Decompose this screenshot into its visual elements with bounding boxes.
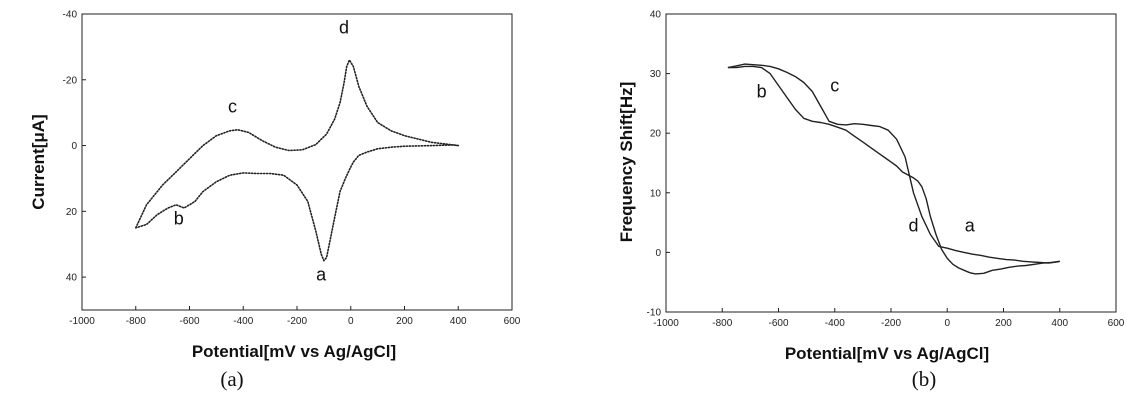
x-tick-label-a-7: 400 <box>450 316 467 327</box>
x-tick-label-a-0: -1000 <box>69 316 95 327</box>
x-tick-label-b-3: -400 <box>825 318 845 329</box>
series-line-b-0 <box>727 63 1060 264</box>
panel-label-a: (a) <box>220 367 243 391</box>
x-tick-label-a-4: -200 <box>287 316 307 327</box>
y-tick-label-a-4: 40 <box>66 273 78 284</box>
plot-area-a: -1000 -800 -600 -400 -200 0 200 400 600-40-20020… <box>63 10 521 328</box>
x-axis-label-a: Potential[mV vs Ag/AgCl] <box>192 342 396 361</box>
annotation-a-d: d <box>339 18 349 38</box>
annotation-b-a: a <box>965 216 976 236</box>
x-tick-label-a-8: 600 <box>504 316 521 327</box>
x-tick-label-b-2: -600 <box>768 318 788 329</box>
y-tick-label-b-0: -10 <box>647 308 662 319</box>
annotation-b-d: d <box>908 216 918 236</box>
y-tick-label-a-2: 0 <box>71 141 77 152</box>
y-tick-label-a-0: -40 <box>63 10 78 21</box>
x-tick-label-b-7: 400 <box>1051 318 1068 329</box>
x-tick-label-a-2: -600 <box>179 316 199 327</box>
y-tick-label-b-5: 40 <box>650 10 662 21</box>
annotation-a-b: b <box>174 208 184 228</box>
plot-frame-b <box>665 13 1117 313</box>
x-tick-label-b-5: 0 <box>944 318 950 329</box>
x-axis-label-b: Potential[mV vs Ag/AgCl] <box>785 344 989 363</box>
x-tick-label-a-6: 200 <box>396 316 413 327</box>
x-tick-label-b-4: -200 <box>881 318 901 329</box>
series-line-b-1 <box>727 65 1060 275</box>
chart-b: -1000 -800 -600 -400 -200 0 200 400 600 -10 0 10 20 3… <box>617 10 1125 392</box>
y-axis-label-a: Current[μA] <box>29 114 48 209</box>
panel-label-b: (b) <box>912 367 937 391</box>
annotation-b-c: c <box>830 75 839 95</box>
annotation-b-b: b <box>757 81 767 101</box>
x-tick-label-b-6: 200 <box>995 318 1012 329</box>
y-axis-label-b: Frequency Shift[Hz] <box>617 82 636 243</box>
y-tick-label-a-3: 20 <box>66 207 78 218</box>
x-tick-label-a-5: 0 <box>348 316 354 327</box>
plot-frame-a <box>81 13 513 311</box>
y-tick-label-b-3: 20 <box>650 129 662 140</box>
x-tick-label-a-3: -400 <box>233 316 253 327</box>
x-tick-label-b-8: 600 <box>1108 318 1125 329</box>
y-tick-label-b-1: 0 <box>655 248 661 259</box>
chart-a: -1000 -800 -600 -400 -200 0 200 400 600-40-20020… <box>29 10 521 392</box>
x-tick-label-b-1: -800 <box>712 318 732 329</box>
x-tick-label-a-1: -800 <box>126 316 146 327</box>
series-line-a-0 <box>135 59 460 262</box>
plot-area-b: -1000 -800 -600 -400 -200 0 200 400 600 -10 0 10 20 3… <box>647 10 1125 330</box>
y-tick-label-b-2: 10 <box>650 188 662 199</box>
annotation-a-a: a <box>316 264 327 284</box>
y-tick-label-b-4: 30 <box>650 69 662 80</box>
y-tick-label-a-1: -20 <box>63 75 78 86</box>
annotation-a-c: c <box>228 97 237 117</box>
x-tick-label-b-0: -1000 <box>653 318 679 329</box>
